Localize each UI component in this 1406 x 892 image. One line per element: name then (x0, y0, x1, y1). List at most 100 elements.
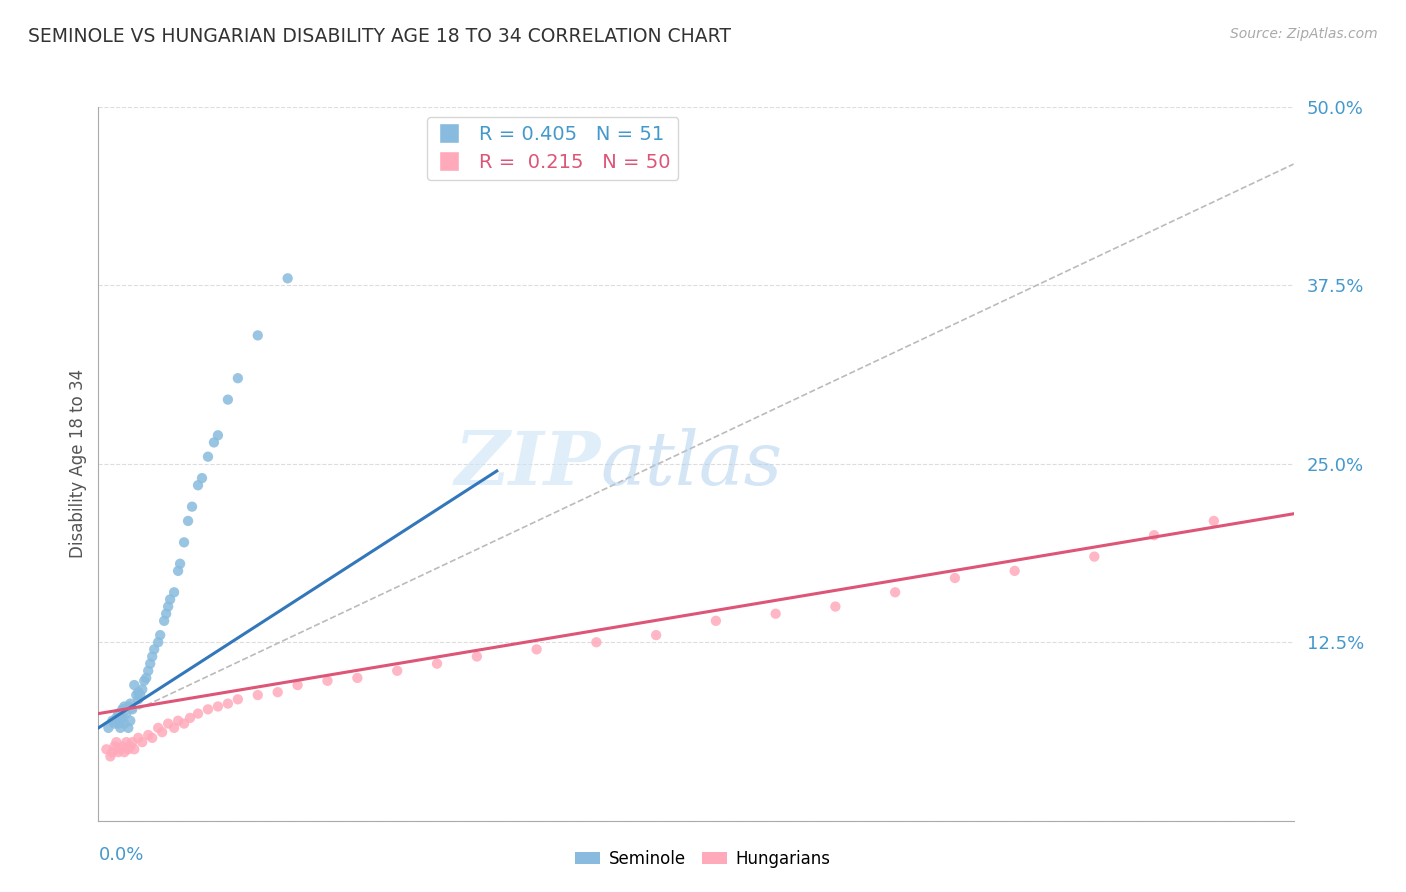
Point (202, 435, 225, 450)
Point (465, 649, 488, 664)
Point (143, 642, 166, 657)
Point (131, 682, 153, 697)
Point (120, 739, 142, 754)
Legend: R = 0.405   N = 51, R =  0.215   N = 50: R = 0.405 N = 51, R = 0.215 N = 50 (426, 117, 679, 180)
Point (135, 671, 157, 685)
Point (1004, 564, 1026, 578)
Point (141, 649, 163, 664)
Point (943, 571, 966, 585)
Point (585, 635, 607, 649)
Point (287, 678, 309, 692)
Text: Source: ZipAtlas.com: Source: ZipAtlas.com (1230, 27, 1378, 41)
Point (765, 607, 787, 621)
Point (187, 478, 209, 492)
Point (120, 697, 142, 711)
Point (148, 721, 170, 735)
Point (246, 688, 269, 702)
Point (1202, 514, 1225, 528)
Legend: Seminole, Hungarians: Seminole, Hungarians (568, 844, 838, 875)
Point (157, 716, 180, 731)
Point (167, 714, 190, 728)
Point (125, 688, 148, 702)
Point (150, 725, 173, 739)
Point (103, 739, 125, 754)
Point (105, 711, 128, 725)
Point (98, 749, 122, 764)
Point (645, 628, 668, 642)
Point (148, 635, 170, 649)
Point (110, 714, 132, 728)
Point (120, 714, 142, 728)
Point (163, 721, 186, 735)
Point (97, 721, 120, 735)
Point (177, 514, 200, 528)
Point (226, 371, 249, 385)
Point (426, 657, 449, 671)
Point (127, 731, 149, 745)
Point (134, 673, 156, 688)
Point (246, 328, 269, 343)
Point (207, 428, 229, 442)
Point (179, 711, 201, 725)
Point (107, 706, 129, 721)
Point (117, 699, 139, 714)
Point (112, 699, 135, 714)
Point (121, 702, 143, 716)
Point (131, 735, 153, 749)
Point (173, 535, 195, 549)
Point (136, 728, 159, 742)
Point (346, 671, 368, 685)
Point (111, 711, 134, 725)
Point (267, 685, 290, 699)
Point (115, 735, 138, 749)
Point (207, 699, 229, 714)
Point (1143, 528, 1166, 542)
Point (163, 585, 186, 599)
Point (526, 642, 548, 657)
Point (121, 735, 143, 749)
Point (107, 716, 129, 731)
Point (191, 471, 214, 485)
Point (117, 721, 139, 735)
Point (169, 557, 191, 571)
Point (136, 664, 159, 678)
Point (127, 685, 149, 699)
Point (111, 702, 134, 716)
Point (117, 742, 139, 756)
Point (385, 664, 409, 678)
Point (217, 392, 239, 407)
Point (124, 678, 146, 692)
Point (277, 271, 299, 285)
Point (197, 450, 219, 464)
Point (226, 692, 249, 706)
Point (141, 731, 163, 745)
Point (704, 614, 727, 628)
Point (105, 735, 128, 749)
Point (107, 745, 129, 759)
Text: SEMINOLE VS HUNGARIAN DISABILITY AGE 18 TO 34 CORRELATION CHART: SEMINOLE VS HUNGARIAN DISABILITY AGE 18 … (28, 27, 731, 45)
Point (197, 702, 219, 716)
Point (111, 739, 134, 754)
Text: 0.0%: 0.0% (98, 846, 143, 863)
Point (110, 721, 132, 735)
Point (112, 745, 135, 759)
Point (96, 742, 118, 756)
Point (167, 564, 190, 578)
Point (884, 585, 907, 599)
Point (217, 697, 239, 711)
Point (187, 706, 209, 721)
Point (155, 607, 177, 621)
Point (110, 742, 132, 756)
Point (101, 714, 124, 728)
Text: atlas: atlas (600, 427, 783, 500)
Point (149, 628, 172, 642)
Point (127, 692, 149, 706)
Text: ZIP: ZIP (454, 427, 600, 500)
Point (115, 706, 138, 721)
Point (129, 688, 152, 702)
Point (173, 716, 195, 731)
Point (181, 500, 204, 514)
Point (157, 599, 180, 614)
Point (101, 745, 124, 759)
Point (124, 742, 146, 756)
